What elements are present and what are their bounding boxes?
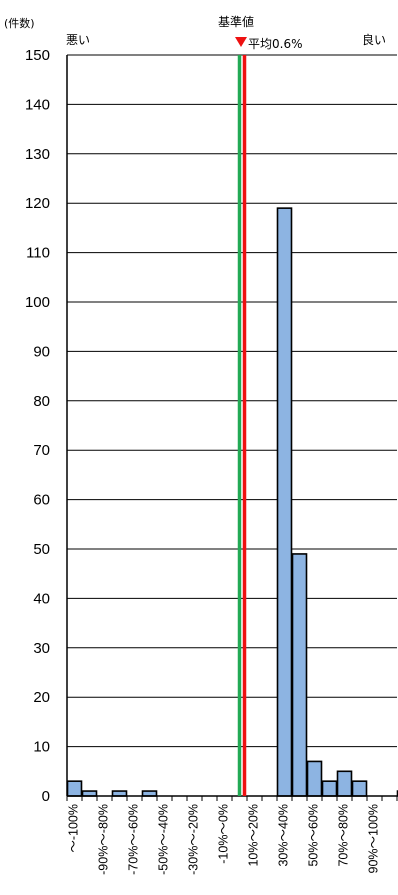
x-tick-label: -90%～-80% bbox=[97, 804, 111, 875]
x-tick-label: 90%～100% bbox=[367, 804, 381, 874]
x-tick-label: ～-100% bbox=[67, 804, 81, 853]
histogram-bar bbox=[306, 760, 323, 797]
x-tick-label: 30%～40% bbox=[277, 804, 291, 867]
y-tick-label: 10 bbox=[33, 739, 50, 756]
axis-labels: 0 10 20 30 40 50 60 70 80 90 100 110 120 130 140 150 ～-1… bbox=[25, 47, 381, 875]
right-note-good: 良い bbox=[362, 32, 386, 47]
axes bbox=[66, 55, 398, 801]
left-note-bad: 悪い bbox=[66, 33, 90, 47]
y-tick-label: 90 bbox=[33, 343, 50, 360]
y-tick-label: 120 bbox=[25, 195, 50, 212]
y-tick-label: 150 bbox=[25, 47, 50, 64]
histogram-bar bbox=[66, 780, 83, 797]
x-tick-label: -30%～-20% bbox=[187, 804, 201, 875]
average-marker-triangle-icon bbox=[235, 37, 247, 47]
histogram-bar bbox=[276, 207, 293, 797]
histogram-bar bbox=[351, 780, 368, 797]
x-tick-label: 70%～80% bbox=[337, 804, 351, 867]
y-tick-label: 70 bbox=[33, 442, 50, 459]
x-tick-label: -10%～0% bbox=[217, 804, 231, 864]
histogram-bar bbox=[336, 770, 353, 797]
y-tick-label: 0 bbox=[42, 788, 50, 805]
y-tick-label: 50 bbox=[33, 541, 50, 558]
y-tick-label: 20 bbox=[33, 689, 50, 706]
reference-lines bbox=[237, 55, 247, 796]
x-tick-label: 50%～60% bbox=[307, 804, 321, 867]
y-tick-label: 80 bbox=[33, 393, 50, 410]
x-tick-label: -50%～-40% bbox=[157, 804, 171, 875]
histogram-bar bbox=[321, 780, 338, 797]
bars bbox=[66, 207, 398, 797]
x-tick-label: -70%～-60% bbox=[127, 804, 141, 875]
y-tick-label: 130 bbox=[25, 146, 50, 163]
y-tick-label: 100 bbox=[25, 294, 50, 311]
reference-label: 基準値 bbox=[218, 14, 254, 29]
y-tick-label: 40 bbox=[33, 590, 50, 607]
gridlines bbox=[67, 54, 397, 748]
y-tick-label: 30 bbox=[33, 640, 50, 657]
y-tick-label: 110 bbox=[26, 245, 50, 262]
y-tick-label: 60 bbox=[33, 492, 50, 509]
histogram-bar bbox=[291, 553, 308, 797]
x-tick-label: 10%～20% bbox=[247, 804, 261, 867]
y-unit-label: (件数) bbox=[4, 17, 35, 30]
y-tick-label: 140 bbox=[25, 96, 50, 113]
average-label: 平均0.6% bbox=[248, 37, 303, 51]
